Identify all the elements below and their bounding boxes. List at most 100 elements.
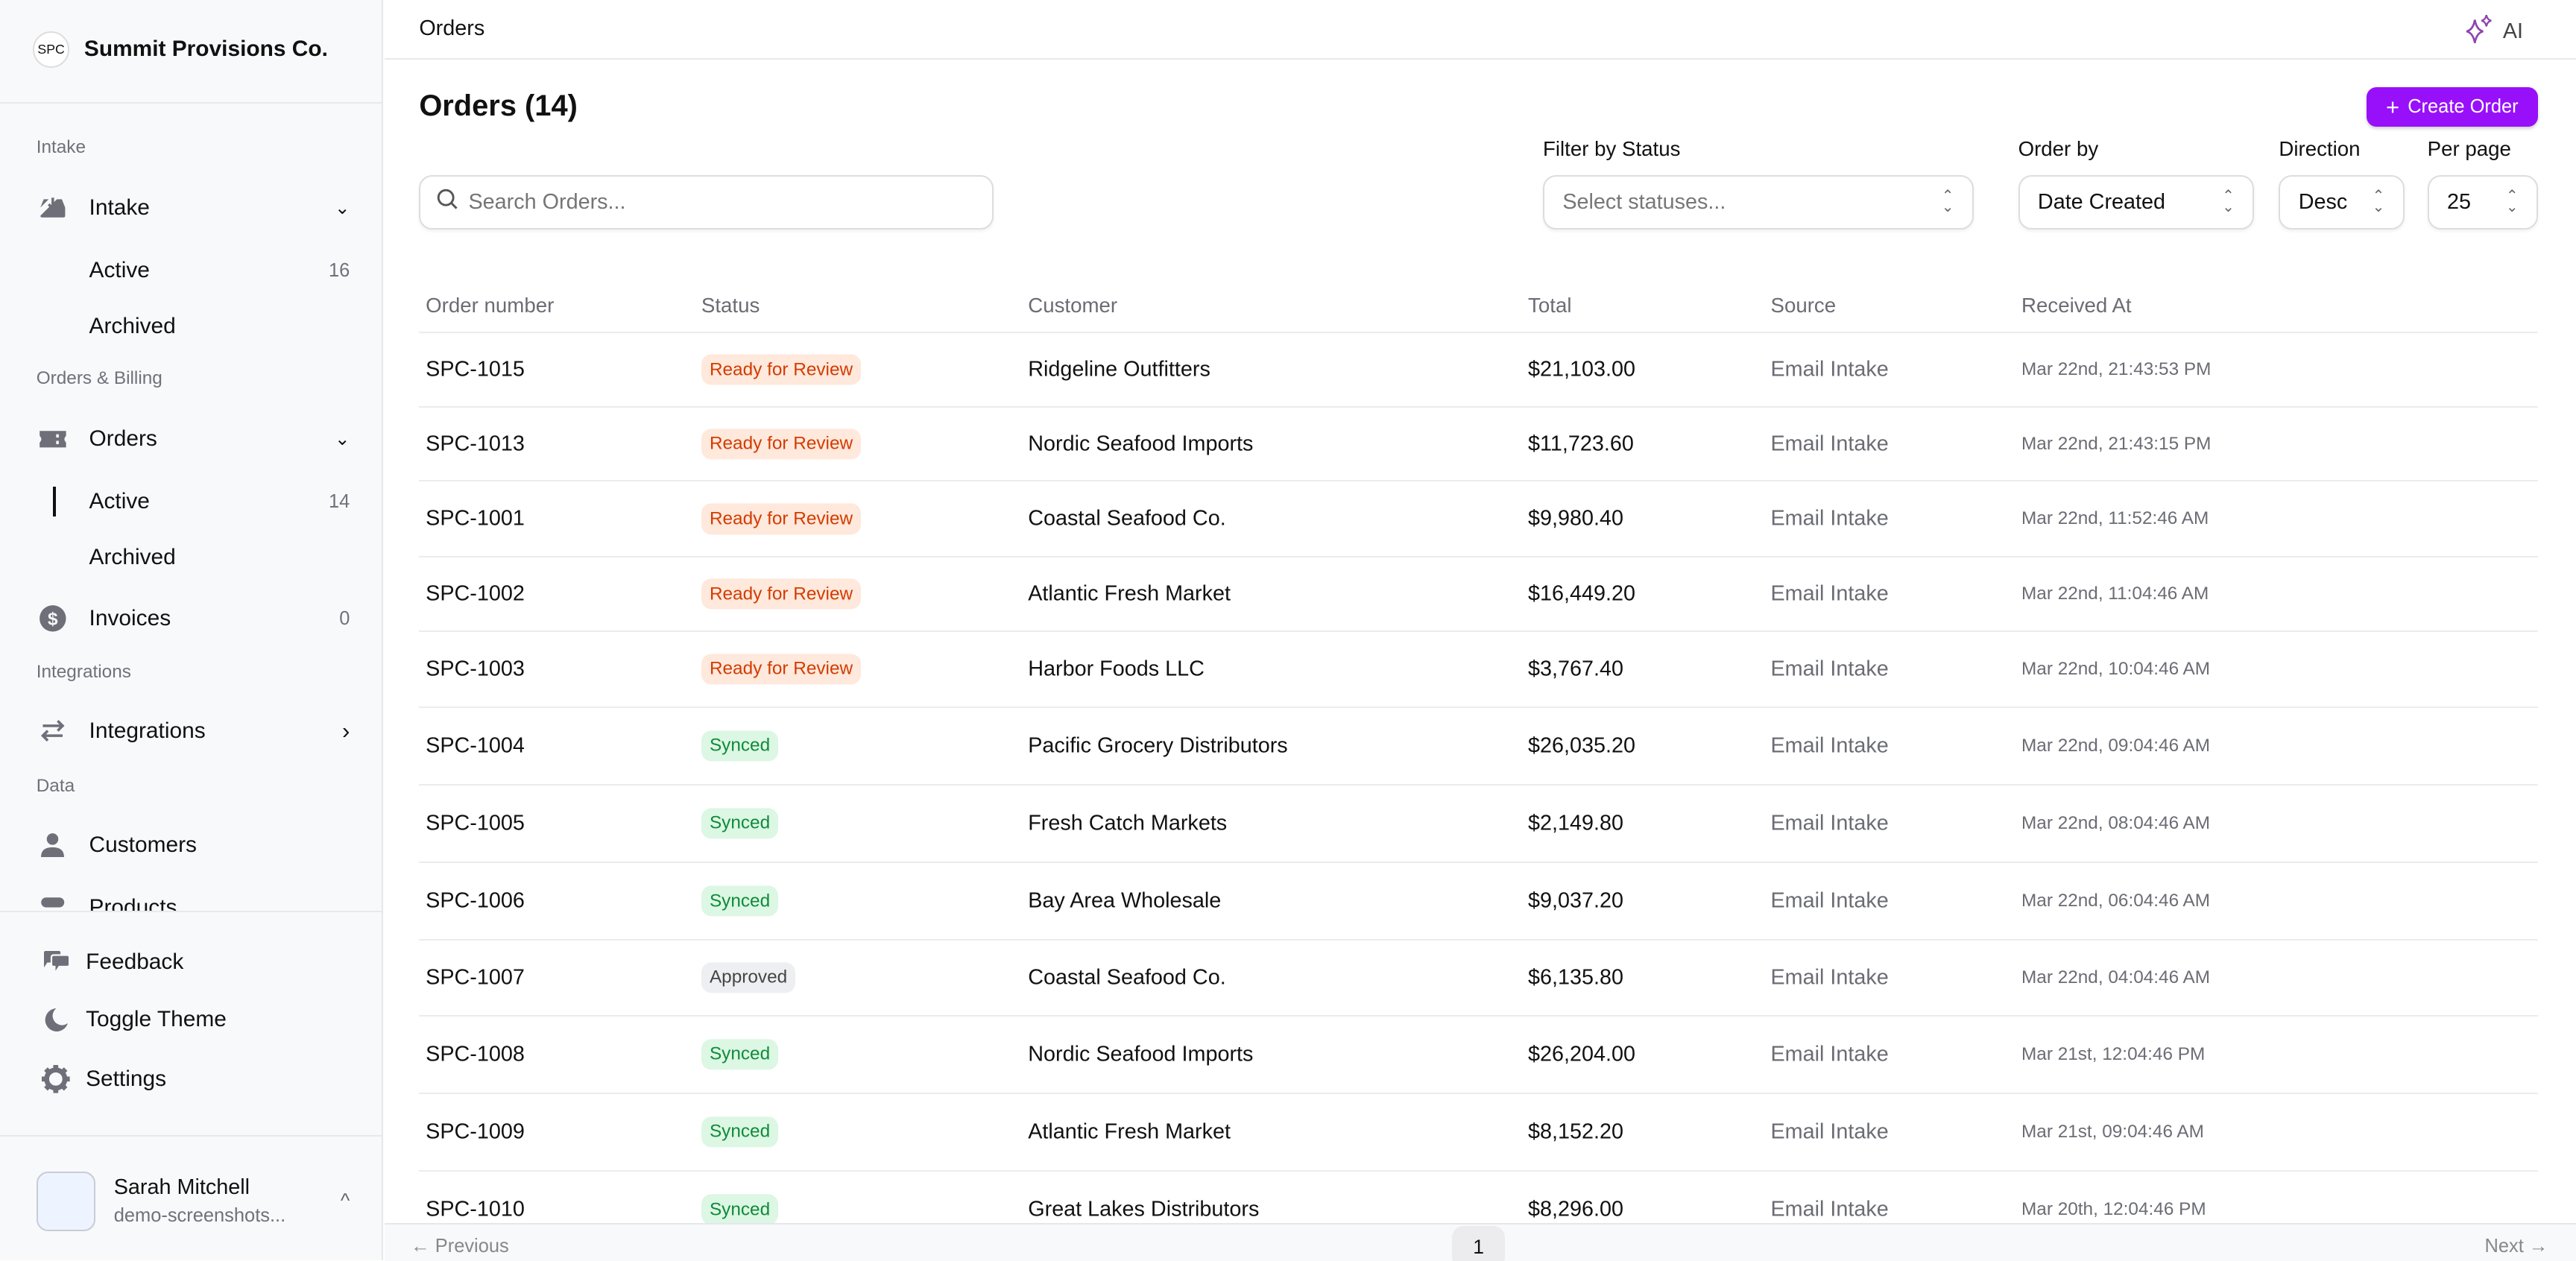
sidebar-item-intake[interactable]: Intake ⌄ (37, 190, 350, 227)
status-filter-select[interactable]: Select statuses... ⌃ ⌄ (1542, 174, 1974, 230)
received-at: Mar 22nd, 11:04:46 AM (2021, 584, 2209, 604)
count-badge: 0 (339, 607, 350, 629)
count-badge: 16 (329, 259, 350, 281)
user-name: Sarah Mitchell (113, 1175, 250, 1200)
table-row[interactable]: SPC-1015 Ready for Review Ridgeline Outfit… (419, 333, 2538, 408)
status-badge: Ready for Review (701, 429, 862, 460)
user-menu[interactable]: Sarah Mitchell demo-screenshots... ^ (36, 1171, 350, 1231)
received-at: Mar 22nd, 08:04:46 AM (2021, 812, 2211, 833)
active-indicator (52, 487, 57, 516)
feedback-button[interactable]: Feedback (40, 944, 353, 980)
status-badge: Ready for Review (701, 654, 862, 685)
ai-button[interactable]: AI (2465, 14, 2524, 49)
header-divider (419, 331, 2538, 334)
order-number[interactable]: SPC-1008 (426, 1042, 525, 1066)
customer: Atlantic Fresh Market (1028, 581, 1231, 606)
status-badge: Synced (701, 1039, 779, 1070)
toggle-theme-button[interactable]: Toggle Theme (40, 1002, 353, 1038)
received-at: Mar 22nd, 10:04:46 AM (2021, 658, 2211, 679)
order-number[interactable]: SPC-1003 (426, 657, 525, 681)
table-row[interactable]: SPC-1005 Synced Fresh Catch Markets $2,149.… (419, 786, 2538, 863)
divider (0, 102, 382, 104)
total: $3,767.40 (1528, 657, 1624, 681)
total: $21,103.00 (1528, 357, 1636, 382)
source: Email Intake (1770, 581, 1889, 606)
search-input-wrapper[interactable] (419, 174, 994, 230)
sidebar-item-orders[interactable]: Orders ⌄ (37, 421, 350, 458)
per-page-select[interactable]: 25 ⌃ ⌄ (2427, 174, 2538, 230)
status-badge: Approved (701, 962, 796, 993)
order-number[interactable]: SPC-1007 (426, 965, 525, 990)
table-row[interactable]: SPC-1009 Synced Atlantic Fresh Market $8,15… (419, 1094, 2538, 1172)
table-row[interactable]: SPC-1013 Ready for Review Nordic Seafood I… (419, 408, 2538, 482)
sidebar-item-label: Archived (89, 545, 176, 570)
per-page-label: Per page (2427, 136, 2511, 160)
sidebar-item-orders-active[interactable]: Active 14 (89, 484, 350, 520)
search-input[interactable] (468, 189, 964, 215)
toggle-theme-label: Toggle Theme (86, 1007, 227, 1032)
section-label-orders-billing: Orders & Billing (36, 367, 162, 388)
table-row[interactable]: SPC-1007 Approved Coastal Seafood Co. $6,13… (419, 941, 2538, 1017)
column-header[interactable]: Received At (2021, 294, 2132, 317)
previous-button[interactable]: ← Previous (411, 1235, 509, 1257)
section-label-data: Data (36, 775, 75, 796)
source: Email Intake (1770, 1197, 1889, 1222)
sidebar-item-intake-active[interactable]: Active 16 (89, 253, 350, 289)
sidebar-item-customers[interactable]: Customers (37, 827, 350, 863)
moon-icon (40, 1005, 72, 1034)
order-number[interactable]: SPC-1001 (426, 506, 525, 531)
table-row[interactable]: SPC-1004 Synced Pacific Grocery Distributo… (419, 708, 2538, 786)
sidebar-item-orders-archived[interactable]: Archived (89, 540, 350, 576)
status-badge: Synced (701, 808, 779, 839)
customer: Coastal Seafood Co. (1028, 965, 1226, 990)
filter-status-label: Filter by Status (1542, 136, 1681, 160)
table-row[interactable]: SPC-1003 Ready for Review Harbor Foods LLC… (419, 632, 2538, 708)
sidebar-item-integrations[interactable]: Integrations › (37, 712, 350, 749)
direction-select[interactable]: Desc ⌃ ⌄ (2279, 174, 2405, 230)
sidebar-item-label: Active (89, 258, 150, 283)
order-number[interactable]: SPC-1015 (426, 357, 525, 382)
total: $9,980.40 (1528, 506, 1624, 531)
ai-label: AI (2502, 19, 2524, 44)
order-by-select[interactable]: Date Created ⌃ ⌄ (2018, 174, 2255, 230)
table-row[interactable]: SPC-1002 Ready for Review Atlantic Fresh M… (419, 557, 2538, 632)
sparkles-icon (2465, 14, 2493, 49)
customer: Ridgeline Outfitters (1028, 357, 1210, 382)
sidebar-item-intake-archived[interactable]: Archived (89, 309, 350, 345)
order-number[interactable]: SPC-1010 (426, 1197, 525, 1222)
received-at: Mar 22nd, 21:43:53 PM (2021, 359, 2212, 380)
table-row[interactable]: SPC-1008 Synced Nordic Seafood Imports $26,… (419, 1017, 2538, 1094)
top-bar: Orders AI (384, 0, 2576, 60)
sidebar-item-invoices[interactable]: $ Invoices 0 (37, 601, 350, 637)
status-badge: Synced (701, 1194, 779, 1225)
settings-button[interactable]: Settings (40, 1061, 353, 1098)
feedback-label: Feedback (86, 949, 184, 974)
order-number[interactable]: SPC-1005 (426, 811, 525, 835)
customer: Harbor Foods LLC (1028, 657, 1205, 681)
column-header[interactable]: Customer (1028, 294, 1118, 317)
next-button[interactable]: Next → (2484, 1235, 2548, 1257)
order-number[interactable]: SPC-1009 (426, 1119, 525, 1144)
status-badge: Ready for Review (701, 354, 862, 385)
column-header[interactable]: Total (1528, 294, 1572, 317)
arrows-exchange-icon (37, 716, 69, 746)
breadcrumb[interactable]: Orders (419, 16, 485, 41)
search-icon (437, 189, 458, 216)
table-row[interactable]: SPC-1001 Ready for Review Coastal Seafood … (419, 481, 2538, 558)
page-1-button[interactable]: 1 (1452, 1225, 1506, 1261)
column-header[interactable]: Source (1770, 294, 1837, 317)
column-header[interactable]: Order number (426, 294, 555, 317)
column-header[interactable]: Status (701, 294, 760, 317)
brand[interactable]: SPC Summit Provisions Co. (33, 31, 328, 68)
customer: Nordic Seafood Imports (1028, 1042, 1254, 1066)
source: Email Intake (1770, 733, 1889, 758)
order-number[interactable]: SPC-1013 (426, 432, 525, 456)
source: Email Intake (1770, 1119, 1889, 1144)
total: $9,037.20 (1528, 888, 1624, 913)
order-number[interactable]: SPC-1004 (426, 733, 525, 758)
order-number[interactable]: SPC-1002 (426, 581, 525, 606)
table-row[interactable]: SPC-1006 Synced Bay Area Wholesale $9,037.2… (419, 863, 2538, 941)
direction-value: Desc (2298, 189, 2348, 214)
order-number[interactable]: SPC-1006 (426, 888, 525, 913)
create-order-button[interactable]: + Create Order (2366, 87, 2538, 127)
